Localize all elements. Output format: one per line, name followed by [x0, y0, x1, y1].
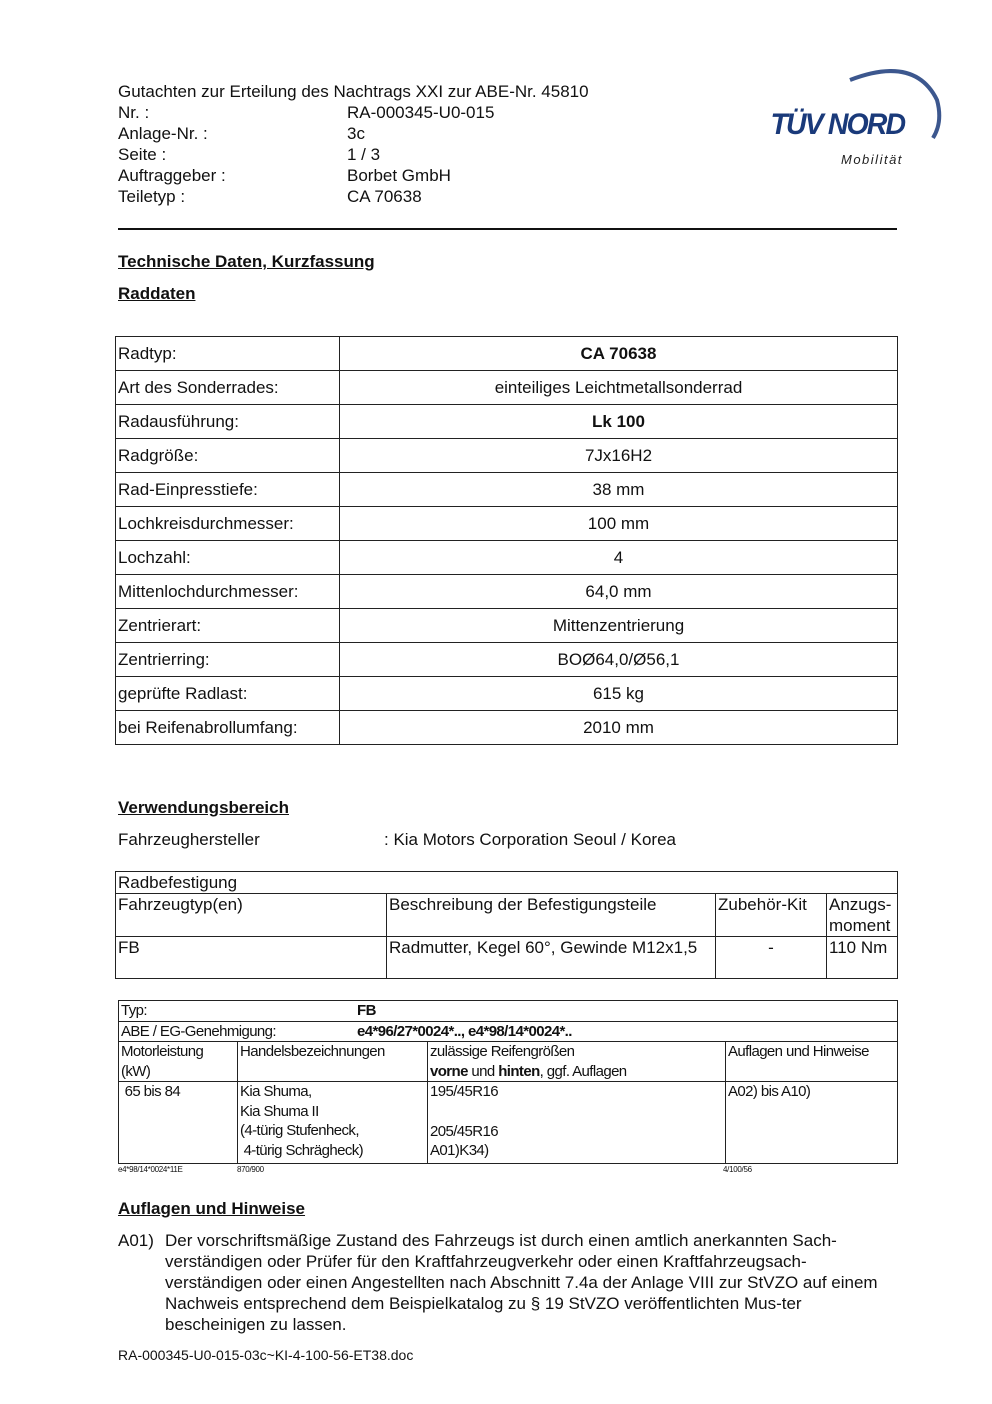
- col-reifen: zulässige Reifengrößen vorne und hinten, …: [427, 1041, 726, 1082]
- footnote: 4/100/56: [723, 1165, 752, 1174]
- raddaten-label: Rad-Einpresstiefe:: [115, 472, 340, 507]
- raddaten-label: Lochzahl:: [115, 540, 340, 575]
- handel-line: (4-türig Stufenheck,: [240, 1122, 360, 1139]
- section-title: Technische Daten, Kurzfassung: [118, 252, 375, 271]
- raddaten-value: Lk 100: [339, 404, 898, 439]
- col-motor: Motorleistung (kW): [118, 1041, 238, 1082]
- raddaten-row: geprüfte Radlast: 615 kg: [115, 676, 898, 711]
- col-anzugsmoment: Anzugs-moment: [826, 893, 898, 937]
- raddaten-value: 64,0 mm: [339, 574, 898, 609]
- header-value: RA-000345-U0-015: [347, 103, 495, 122]
- typ-value: FB: [357, 1002, 376, 1019]
- header-label: Auftraggeber :: [118, 166, 226, 185]
- raddaten-row: Lochkreisdurchmesser: 100 mm: [115, 506, 898, 541]
- raddaten-row: Zentrierart: Mittenzentrierung: [115, 608, 898, 643]
- document-title: Gutachten zur Erteilung des Nachtrags XX…: [118, 82, 589, 101]
- header-divider: [118, 228, 897, 230]
- header-value: 3c: [347, 124, 365, 143]
- raddaten-value: BOØ64,0/Ø56,1: [339, 642, 898, 677]
- header-value: Borbet GmbH: [347, 166, 451, 185]
- handel-line: 4-türig Schrägheck): [240, 1141, 364, 1159]
- raddaten-label: Mittenlochdurchmesser:: [115, 574, 340, 609]
- raddaten-label: Zentrierart:: [115, 608, 340, 643]
- auflage-text: Der vorschriftsmäßige Zustand des Fahrze…: [165, 1231, 878, 1334]
- col-auflagen: Auflagen und Hinweise: [725, 1041, 898, 1082]
- raddaten-label: geprüfte Radlast:: [115, 676, 340, 711]
- tuv-nord-logo: TÜV NORD Mobilität: [765, 60, 945, 170]
- raddaten-row: Mittenlochdurchmesser: 64,0 mm: [115, 574, 898, 609]
- raddaten-value: 100 mm: [339, 506, 898, 541]
- raddaten-label: Radausführung:: [115, 404, 340, 439]
- raddaten-row: Radgröße: 7Jx16H2: [115, 438, 898, 473]
- typ-table: Typ: FB ABE / EG-Genehmigung: e4*96/27*002…: [118, 1000, 898, 1164]
- hersteller-label: Fahrzeughersteller: [118, 830, 260, 849]
- reifen-und: und: [467, 1062, 499, 1080]
- auflagen-heading: Auflagen und Hinweise: [118, 1199, 306, 1218]
- cell-anzugsmoment: 110 Nm: [826, 936, 898, 979]
- raddaten-row: Zentrierring: BOØ64,0/Ø56,1: [115, 642, 898, 677]
- cell-motor: 65 bis 84: [124, 1083, 181, 1100]
- raddaten-row: Radausführung: Lk 100: [115, 404, 898, 439]
- raddaten-label: Radgröße:: [115, 438, 340, 473]
- raddaten-label: Lochkreisdurchmesser:: [115, 506, 340, 541]
- header-label: Anlage-Nr. :: [118, 124, 208, 143]
- raddaten-value: einteiliges Leichtmetallsonderrad: [339, 370, 898, 405]
- handel-line: Kia Shuma,: [240, 1083, 312, 1100]
- raddaten-value: 615 kg: [339, 676, 898, 711]
- raddaten-value: 2010 mm: [339, 710, 898, 745]
- raddaten-label: bei Reifenabrollumfang:: [115, 710, 340, 745]
- cell-fahrzeugtyp: FB: [115, 936, 387, 979]
- raddaten-row: Rad-Einpresstiefe: 38 mm: [115, 472, 898, 507]
- raddaten-label: Zentrierring:: [115, 642, 340, 677]
- raddaten-value: CA 70638: [339, 336, 898, 371]
- raddaten-table: Radtyp: CA 70638 Art des Sonderrades: einte…: [115, 336, 898, 745]
- raddaten-row: Art des Sonderrades: einteiliges Leichtme…: [115, 370, 898, 405]
- raddaten-heading: Raddaten: [118, 284, 196, 303]
- raddaten-label: Radtyp:: [115, 336, 340, 371]
- radbefestigung-table: Radbefestigung Fahrzeugtyp(en) Beschreib…: [115, 871, 898, 979]
- raddaten-row: bei Reifenabrollumfang: 2010 mm: [115, 710, 898, 745]
- raddaten-value: Mittenzentrierung: [339, 608, 898, 643]
- reifen-size: 195/45R16: [430, 1083, 499, 1100]
- cell-beschreibung: Radmutter, Kegel 60°, Gewinde M12x1,5: [386, 936, 716, 979]
- col-fahrzeugtyp: Fahrzeugtyp(en): [115, 893, 387, 937]
- col-beschreibung: Beschreibung der Befestigungsteile: [386, 893, 716, 937]
- raddaten-label: Art des Sonderrades:: [115, 370, 340, 405]
- raddaten-value: 7Jx16H2: [339, 438, 898, 473]
- col-handel: Handelsbezeichnungen: [237, 1041, 428, 1082]
- header-value: CA 70638: [347, 187, 422, 206]
- raddaten-row: Lochzahl: 4: [115, 540, 898, 575]
- typ-label: Typ:: [121, 1002, 148, 1019]
- abe-label: ABE / EG-Genehmigung:: [121, 1022, 277, 1040]
- reifen-hinten: hinten: [498, 1062, 540, 1080]
- handel-line: Kia Shuma II: [240, 1102, 319, 1120]
- reifen-auflage: A01)K34): [430, 1142, 489, 1159]
- footnote: e4*98/14*0024*11E: [118, 1165, 183, 1174]
- reifen-size: 205/45R16: [430, 1122, 499, 1140]
- logo-arc-icon: [849, 69, 942, 140]
- header-label: Teiletyp :: [118, 187, 186, 206]
- cell-auflagen: A02) bis A10): [725, 1081, 898, 1164]
- raddaten-row: Radtyp: CA 70638: [115, 336, 898, 371]
- raddaten-value: 4: [339, 540, 898, 575]
- header-label: Seite :: [118, 145, 167, 164]
- reifen-rest: , ggf. Auflagen: [539, 1062, 628, 1080]
- radbefestigung-title: Radbefestigung: [115, 871, 898, 894]
- raddaten-value: 38 mm: [339, 472, 898, 507]
- reifen-vorne: vorne: [430, 1062, 468, 1080]
- reifen-header-line1: zulässige Reifengrößen: [430, 1043, 575, 1060]
- cell-zubehoer: -: [715, 936, 827, 979]
- footnote: 870/900: [237, 1165, 264, 1174]
- hersteller-value: : Kia Motors Corporation Seoul / Korea: [384, 830, 676, 849]
- col-zubehoer: Zubehör-Kit: [715, 893, 827, 937]
- footer-filename: RA-000345-U0-015-03c~KI-4-100-56-ET38.do…: [118, 1347, 414, 1363]
- auflage-code: A01): [118, 1231, 154, 1250]
- abe-value: e4*96/27*0024*.., e4*98/14*0024*..: [357, 1022, 572, 1040]
- verwendung-heading: Verwendungsbereich: [118, 798, 289, 817]
- header-label: Nr. :: [118, 103, 150, 122]
- header-value: 1 / 3: [347, 145, 381, 164]
